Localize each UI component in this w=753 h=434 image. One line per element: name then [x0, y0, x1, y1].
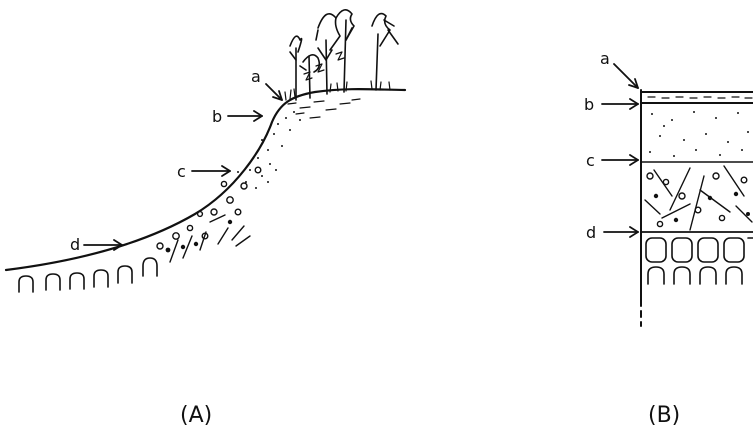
horizon-b-stipple [649, 111, 749, 157]
tree-trunk-2 [308, 55, 311, 99]
panel-a-label-a: a [251, 67, 261, 86]
fragment-fills [165, 219, 233, 253]
label-arrows-b [601, 63, 639, 238]
panel-b-label-a: a [600, 49, 610, 68]
litter-layer [287, 98, 361, 119]
panel-b-label-d: d [586, 223, 596, 242]
panel-a-label-d: d [70, 235, 80, 254]
tree-trunk-3 [325, 39, 328, 95]
horizon-boundaries [640, 91, 753, 233]
panel-a-label-c: c [177, 162, 186, 181]
panel-b-soil-column: a b c d (B) [584, 49, 753, 428]
horizon-d-bedrock [645, 237, 753, 285]
arrow-b-a [613, 63, 639, 89]
panel-b-label-c: c [586, 151, 595, 170]
tree-trunk-4 [343, 19, 347, 93]
sandy-stipple [237, 111, 301, 189]
panel-b-label-b: b [584, 95, 594, 114]
panel-b-caption: (B) [648, 403, 680, 428]
tree-leaf-marks [303, 51, 345, 81]
label-arrows-a [83, 83, 283, 251]
panel-a-caption: (A) [180, 403, 212, 428]
horizon-c-fills [653, 191, 750, 223]
panel-a-label-b: b [212, 107, 222, 126]
horizon-a-litter [647, 96, 753, 99]
forest-trees [289, 9, 399, 101]
horizon-c-fragments [644, 165, 753, 231]
bedrock-blocks [18, 257, 158, 293]
slope-surface-line [4, 88, 407, 272]
weathered-fragments [156, 166, 262, 263]
grass-tufts [284, 80, 391, 101]
tree-trunk-5 [375, 33, 379, 91]
arrow-a [265, 83, 283, 101]
panel-a-hillslope: a b c d (A) [4, 9, 407, 428]
